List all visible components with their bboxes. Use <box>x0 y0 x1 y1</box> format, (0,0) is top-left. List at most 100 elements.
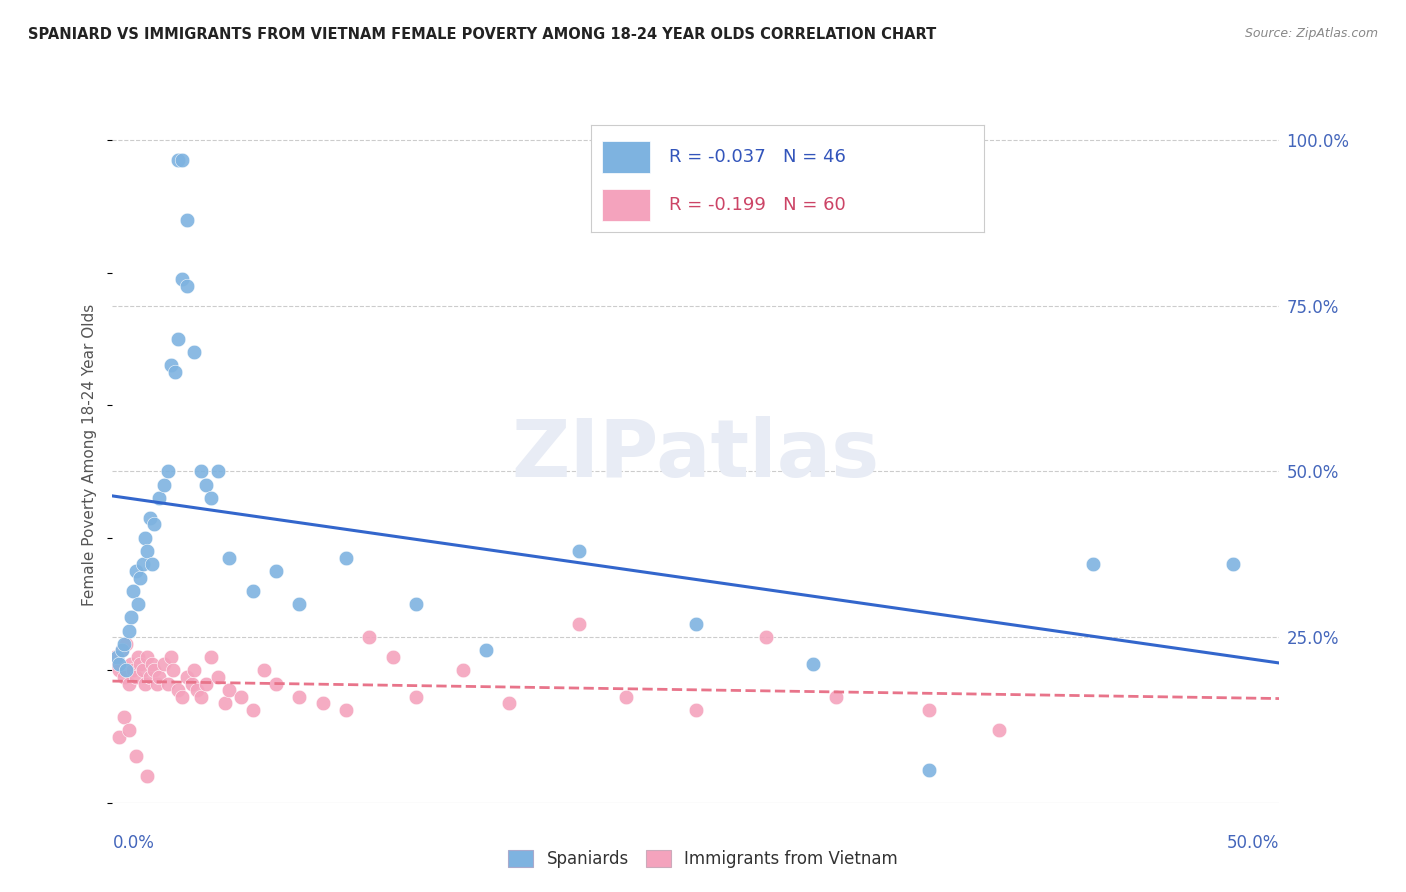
Point <box>172 272 194 286</box>
Point <box>183 663 205 677</box>
Point <box>451 663 474 677</box>
Point <box>115 663 138 677</box>
Point <box>122 663 145 677</box>
Point <box>148 670 170 684</box>
Text: R = -0.199   N = 60: R = -0.199 N = 60 <box>669 196 846 214</box>
Point <box>194 676 217 690</box>
Point <box>190 465 212 479</box>
Point <box>200 650 222 665</box>
Point <box>288 690 311 704</box>
Point <box>157 676 180 690</box>
Point <box>229 690 252 704</box>
Point <box>141 657 163 671</box>
Point <box>207 465 229 479</box>
Point <box>359 630 381 644</box>
Point <box>1222 558 1244 572</box>
Point <box>129 570 152 584</box>
Point <box>176 279 198 293</box>
Point <box>988 723 1011 737</box>
Point <box>1081 558 1104 572</box>
Point <box>381 650 404 665</box>
Point <box>918 763 941 777</box>
Point <box>801 657 824 671</box>
Point <box>568 544 591 558</box>
Point <box>146 676 169 690</box>
Text: 50.0%: 50.0% <box>1227 834 1279 852</box>
Point <box>108 657 131 671</box>
Point <box>183 345 205 359</box>
Point <box>105 650 128 665</box>
Point <box>104 650 127 665</box>
Point <box>143 663 166 677</box>
Point <box>111 643 134 657</box>
Point <box>132 558 155 572</box>
Point <box>194 477 217 491</box>
Point <box>153 657 176 671</box>
Point <box>311 697 333 711</box>
Point <box>136 544 159 558</box>
Point <box>125 670 148 684</box>
Point <box>108 663 131 677</box>
Point <box>118 676 141 690</box>
Point <box>176 212 198 227</box>
Text: ZIPatlas: ZIPatlas <box>512 416 880 494</box>
Point <box>111 643 134 657</box>
Point <box>134 531 156 545</box>
Point <box>125 749 148 764</box>
Point <box>112 670 135 684</box>
Point <box>200 491 222 505</box>
Text: SPANIARD VS IMMIGRANTS FROM VIETNAM FEMALE POVERTY AMONG 18-24 YEAR OLDS CORRELA: SPANIARD VS IMMIGRANTS FROM VIETNAM FEMA… <box>28 27 936 42</box>
Text: 0.0%: 0.0% <box>112 834 155 852</box>
Point <box>143 517 166 532</box>
Point <box>160 359 183 373</box>
Point <box>162 663 184 677</box>
Point <box>405 597 427 611</box>
Legend: Spaniards, Immigrants from Vietnam: Spaniards, Immigrants from Vietnam <box>502 843 904 875</box>
FancyBboxPatch shape <box>602 141 650 173</box>
Y-axis label: Female Poverty Among 18-24 Year Olds: Female Poverty Among 18-24 Year Olds <box>82 304 97 606</box>
Point <box>685 703 707 717</box>
Point <box>141 558 163 572</box>
Point <box>825 690 848 704</box>
Point <box>568 616 591 631</box>
Point <box>153 477 176 491</box>
Point <box>498 697 520 711</box>
Point <box>242 583 264 598</box>
Point <box>112 637 135 651</box>
Point <box>139 511 162 525</box>
Point <box>122 583 145 598</box>
Point <box>190 690 212 704</box>
Point <box>405 690 427 704</box>
Point <box>918 703 941 717</box>
Point <box>112 709 135 723</box>
Point <box>115 637 138 651</box>
Point <box>118 723 141 737</box>
Point <box>614 690 637 704</box>
Point <box>207 670 229 684</box>
Point <box>165 365 187 379</box>
Point <box>118 624 141 638</box>
Point <box>218 683 240 698</box>
Point <box>105 657 128 671</box>
Text: Source: ZipAtlas.com: Source: ZipAtlas.com <box>1244 27 1378 40</box>
Point <box>129 657 152 671</box>
Point <box>264 676 287 690</box>
Point <box>218 550 240 565</box>
Point <box>157 465 180 479</box>
Point <box>166 153 188 167</box>
Point <box>148 491 170 505</box>
Point <box>127 650 149 665</box>
Point <box>288 597 311 611</box>
Point <box>186 683 208 698</box>
Point <box>166 683 188 698</box>
Point <box>120 657 142 671</box>
Point <box>176 670 198 684</box>
Point <box>475 643 498 657</box>
Point <box>755 630 778 644</box>
Point <box>127 597 149 611</box>
Point <box>214 697 236 711</box>
Point <box>180 676 202 690</box>
Point <box>172 153 194 167</box>
Point <box>166 332 188 346</box>
Point <box>134 676 156 690</box>
